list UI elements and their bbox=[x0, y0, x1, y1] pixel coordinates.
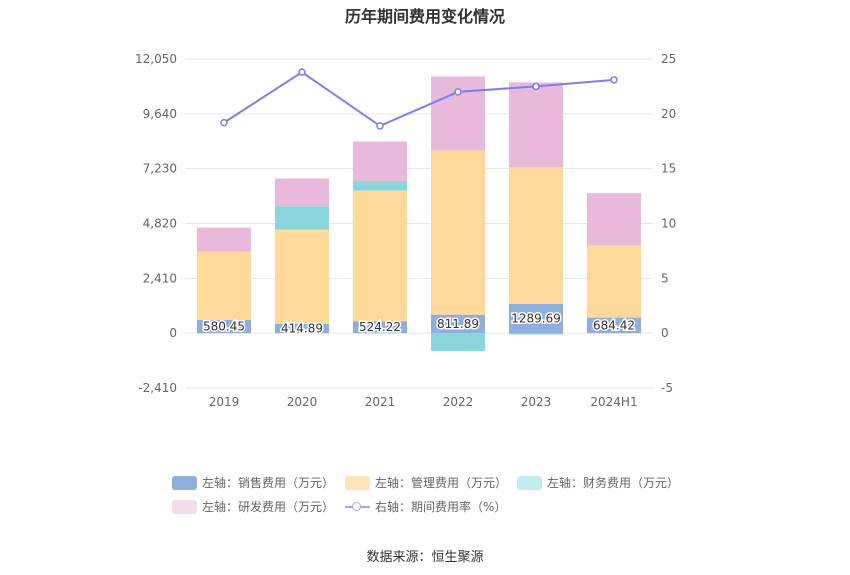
rate-point bbox=[220, 118, 228, 127]
legend-label: 左轴：管理费用（万元） bbox=[375, 476, 508, 490]
rate-point bbox=[376, 122, 384, 130]
x-axis: 2019 2020 2021 2022 2023 2024H1 bbox=[209, 395, 638, 409]
rate-point bbox=[454, 88, 462, 96]
x-tick-label: 2020 bbox=[287, 395, 318, 409]
grid-lines bbox=[185, 58, 653, 389]
x-tick-label: 2021 bbox=[365, 395, 396, 409]
legend-label: 右轴：期间费用率（%） bbox=[375, 500, 507, 514]
rate-point bbox=[298, 68, 306, 76]
bar-segment bbox=[275, 206, 329, 230]
legend-item-rate[interactable]: 右轴：期间费用率（%） bbox=[345, 498, 506, 515]
legend-swatch bbox=[172, 499, 197, 514]
x-tick-label: 2023 bbox=[521, 395, 552, 409]
bar-segment bbox=[587, 193, 641, 246]
data-label: 414.89 bbox=[281, 321, 323, 335]
x-tick-label: 2019 bbox=[209, 395, 240, 409]
legend-swatch bbox=[517, 475, 542, 490]
left-tick-label: 0 bbox=[169, 326, 177, 340]
bar-segment bbox=[431, 314, 485, 334]
bar-segment bbox=[509, 167, 563, 304]
legend-label: 左轴：研发费用（万元） bbox=[202, 500, 335, 514]
right-tick-label: -5 bbox=[661, 381, 673, 395]
legend-line-marker-icon bbox=[345, 500, 370, 514]
left-tick-label: 4,820 bbox=[143, 217, 177, 231]
bar-segment bbox=[587, 317, 641, 334]
bar-segment bbox=[197, 227, 251, 252]
bar-segment bbox=[587, 245, 641, 318]
bar-segment bbox=[431, 150, 485, 315]
legend-swatch bbox=[172, 475, 197, 490]
bars bbox=[197, 76, 641, 352]
bar-segment bbox=[353, 141, 407, 182]
bar-segment bbox=[431, 76, 485, 151]
bar-segment bbox=[275, 323, 329, 334]
rate-line-path bbox=[223, 70, 615, 128]
right-tick-label: 20 bbox=[661, 107, 676, 121]
legend-item-sales[interactable]: 左轴：销售费用（万元） bbox=[172, 474, 334, 491]
legend-label: 左轴：财务费用（万元） bbox=[547, 476, 680, 490]
bar-segment bbox=[509, 333, 563, 335]
right-tick-label: 25 bbox=[661, 52, 676, 66]
left-tick-label: 9,640 bbox=[143, 107, 177, 121]
bar-segment bbox=[197, 251, 251, 320]
right-axis: 25 20 15 10 5 0 -5 bbox=[661, 52, 676, 395]
chart-title: 历年期间费用变化情况 bbox=[344, 7, 505, 26]
left-axis: 12,050 9,640 7,230 4,820 2,410 0 -2,410 bbox=[135, 52, 177, 395]
bar-segment bbox=[197, 319, 251, 334]
right-tick-label: 0 bbox=[661, 326, 669, 340]
legend-swatch bbox=[345, 475, 370, 490]
right-tick-label: 5 bbox=[661, 271, 669, 285]
legend-item-admin[interactable]: 左轴：管理费用（万元） bbox=[345, 474, 507, 491]
data-label: 1289.69 bbox=[511, 311, 561, 325]
bar-segment bbox=[353, 190, 407, 322]
left-tick-label: 12,050 bbox=[135, 52, 177, 66]
source-note: 数据来源：恒生聚源 bbox=[366, 550, 484, 565]
bar-segment bbox=[275, 178, 329, 207]
data-label: 811.89 bbox=[437, 317, 479, 331]
data-label: 684.42 bbox=[593, 318, 635, 332]
right-tick-label: 10 bbox=[661, 217, 676, 231]
legend-item-finance[interactable]: 左轴：财务费用（万元） bbox=[517, 474, 679, 491]
x-tick-label: 2022 bbox=[443, 395, 474, 409]
right-tick-label: 15 bbox=[661, 162, 676, 176]
legend-label: 左轴：销售费用（万元） bbox=[202, 476, 335, 490]
data-label: 580.45 bbox=[203, 320, 245, 334]
bar-segment bbox=[353, 321, 407, 334]
left-tick-label: 2,410 bbox=[143, 271, 177, 285]
data-label: 524.22 bbox=[359, 320, 401, 334]
left-tick-label: 7,230 bbox=[143, 162, 177, 176]
rate-point bbox=[610, 76, 618, 84]
legend-item-rnd[interactable]: 左轴：研发费用（万元） bbox=[172, 498, 334, 515]
data-labels: 580.45 414.89 524.22 811.89 1289.69 684.42 bbox=[202, 310, 637, 337]
bar-segment bbox=[431, 333, 485, 352]
bar-segment bbox=[275, 229, 329, 324]
bar-segment bbox=[509, 82, 563, 168]
chart-plot: 12,050 9,640 7,230 4,820 2,410 0 -2,410 25 20 15… bbox=[135, 52, 676, 409]
rate-point bbox=[532, 82, 540, 91]
left-tick-label: -2,410 bbox=[138, 381, 177, 395]
bar-segment bbox=[509, 303, 563, 334]
rate-line bbox=[220, 68, 618, 130]
x-tick-label: 2024H1 bbox=[590, 395, 637, 409]
bar-segment bbox=[353, 181, 407, 191]
